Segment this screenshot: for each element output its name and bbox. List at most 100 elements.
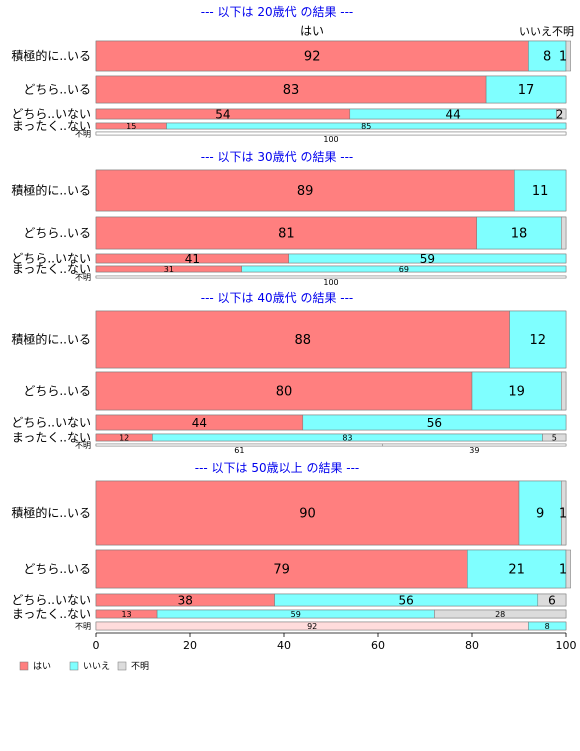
bar-row: 54 44 2 どちら..いない (11, 107, 567, 121)
header-yes-label: はい (300, 24, 324, 38)
bar-segment-unknown (565, 549, 571, 589)
x-axis: 0 20 40 60 80 100 (93, 632, 577, 652)
data-label: 44 (192, 416, 207, 430)
data-label: 13 (121, 610, 131, 619)
category-label: どちら..いない (11, 416, 91, 430)
bar-segment-unknown (561, 480, 567, 546)
bar-row: 38 56 6 どちら..いない (11, 593, 567, 607)
data-label: 44 (446, 107, 461, 121)
bar-row: 80 19 どちら..いる (23, 371, 567, 411)
x-tick-label: 80 (465, 639, 479, 652)
panel-2: --- 以下は 30歳代 の結果 --- 89 11 積極的に..いる 81 18 どちら.… (11, 150, 567, 287)
bar-segment-unknown (542, 433, 567, 442)
panel-title: --- 以下は 20歳代 の結果 --- (201, 5, 354, 19)
category-label: どちら..いる (23, 226, 91, 240)
legend-label: はい (33, 661, 51, 672)
data-label: 90 (299, 507, 316, 522)
category-label: まったく..ない (12, 607, 91, 621)
x-tick-label: 100 (556, 639, 577, 652)
bar-row: 100 不明 (75, 273, 567, 287)
bar-row: 61 39 不明 (75, 441, 567, 455)
bar-segment-no (476, 216, 562, 250)
x-tick-label: 20 (183, 639, 197, 652)
bar-row: 92 8 不明 (75, 621, 567, 631)
category-label: まったく..ない (12, 119, 91, 133)
bar-segment-yes (95, 275, 567, 279)
legend-swatch (117, 661, 127, 671)
bar-segment-no (241, 265, 567, 273)
bar-segment-yes (95, 75, 487, 104)
bar-row: 88 12 積極的に..いる (11, 310, 567, 369)
data-label: 83 (342, 433, 352, 442)
data-label: 28 (495, 610, 505, 619)
category-label: 積極的に..いる (11, 505, 91, 520)
bar-segment-no (518, 480, 562, 546)
category-label: どちら..いない (11, 593, 91, 607)
data-label: 8 (545, 622, 550, 631)
bar-segment-no (471, 371, 562, 411)
data-label: 12 (530, 333, 547, 348)
bar-row: 12 83 5 まったく..ない (12, 431, 567, 445)
panel-1: --- 以下は 20歳代 の結果 --- 92 8 1 積極的に..いる 83 17 どちら.… (11, 5, 571, 144)
header-no-unknown-label: いいえ不明 (519, 25, 574, 38)
bar-segment-yes (95, 131, 567, 136)
bar-segment-no (302, 414, 567, 431)
bar-segment-unknown (565, 40, 571, 72)
data-label: 17 (518, 83, 535, 98)
bar-segment-yes (95, 371, 473, 411)
category-label: 不明 (75, 441, 91, 450)
data-label: 92 (307, 622, 317, 631)
data-label: 81 (278, 227, 295, 242)
bar-segment-yes (95, 549, 468, 589)
bar-segment-yes (95, 216, 477, 250)
panel-title: --- 以下は 30歳代 の結果 --- (201, 150, 354, 164)
data-label: 89 (297, 184, 314, 199)
data-label: 100 (323, 278, 338, 287)
data-label: 59 (291, 610, 301, 619)
bar-segment-unknown (537, 593, 567, 607)
data-label: 2 (556, 107, 564, 121)
bar-row: 79 21 1 どちら..いる (23, 549, 571, 589)
data-label: 88 (295, 333, 312, 348)
data-label: 1 (559, 563, 567, 578)
data-label: 31 (164, 265, 174, 274)
category-label: どちら..いない (11, 107, 91, 121)
category-label: どちら..いる (23, 562, 91, 576)
data-label: 56 (399, 593, 414, 607)
data-label: 80 (276, 385, 293, 400)
bar-row: 83 17 どちら..いる (23, 75, 567, 104)
bar-row: 13 59 28 まったく..ない (12, 607, 567, 621)
data-label: 39 (469, 446, 479, 455)
category-label: まったく..ない (12, 262, 91, 276)
bar-segment-yes (95, 310, 510, 369)
bar-segment-yes (95, 40, 529, 72)
data-label: 56 (427, 416, 442, 430)
data-label: 5 (552, 433, 557, 442)
data-label: 41 (185, 252, 200, 266)
bar-segment-no (514, 169, 567, 212)
legend-label: 不明 (131, 661, 149, 672)
bar-row: 81 18 どちら..いる (23, 216, 567, 250)
category-label: 不明 (75, 622, 91, 631)
data-label: 19 (508, 385, 525, 400)
bar-segment-no (528, 40, 567, 72)
data-label: 79 (273, 563, 290, 578)
data-label: 38 (178, 593, 193, 607)
bar-segment-unknown (561, 371, 567, 411)
bar-segment-unknown (434, 609, 567, 619)
legend-label: いいえ (83, 661, 110, 672)
panel-3: --- 以下は 40歳代 の結果 --- 88 12 積極的に..いる 80 19 どちら.… (11, 291, 567, 455)
bar-row: 15 85 まったく..ない (12, 119, 567, 133)
bar-row: 92 8 1 積極的に..いる (11, 40, 571, 72)
data-label: 12 (119, 433, 129, 442)
data-label: 83 (283, 83, 300, 98)
category-label: 積極的に..いる (11, 183, 91, 198)
data-label: 59 (420, 252, 435, 266)
data-label: 18 (511, 227, 528, 242)
bar-row: 90 9 1 積極的に..いる (11, 480, 567, 546)
bar-row: 100 不明 (75, 130, 567, 144)
data-label: 6 (548, 593, 556, 607)
